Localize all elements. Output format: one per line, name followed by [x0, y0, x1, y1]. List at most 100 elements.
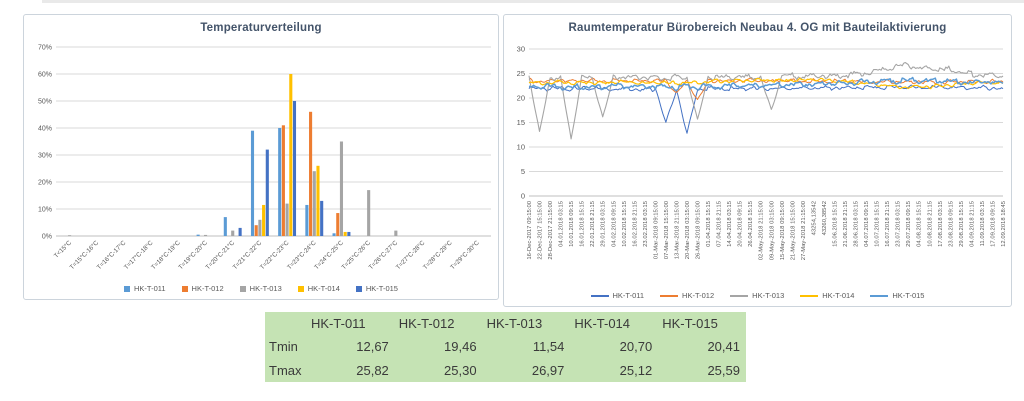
- square-swatch-hk-t-012: [181, 285, 188, 292]
- bar-hk-t-015: [347, 231, 351, 236]
- legend-label: HK-T-015: [892, 291, 925, 300]
- x-tick-label: 16.02.2018 21:15: [632, 200, 638, 247]
- x-tick-label: 15-May-2018 09:15:00: [780, 200, 786, 260]
- bar-hk-t-013: [203, 234, 208, 236]
- table-cell[interactable]: 25,12: [619, 362, 653, 378]
- x-tick-label: 09-May-2018 03:15:00: [769, 200, 775, 260]
- bar-hk-t-013: [285, 203, 289, 236]
- table-cell[interactable]: 11,54: [532, 339, 565, 355]
- line-series-hk-t-013: [528, 61, 1004, 140]
- legend-label: HK-T-012: [191, 284, 224, 293]
- bar-hk-t-011: [278, 128, 282, 236]
- line-swatch-hk-t-012: [660, 294, 679, 297]
- y-tick-label: 30%: [38, 153, 52, 160]
- y-tick-label: 50%: [38, 99, 52, 106]
- legend-item-hk-t-011: HK-T-011: [124, 284, 166, 293]
- bar-hk-t-013: [258, 219, 262, 236]
- x-tick-label: 14.04.2018 03:15: [727, 200, 733, 247]
- x-tick-label: 04.08.2018 15:15: [917, 200, 923, 247]
- table-cell[interactable]: 20,41: [707, 339, 740, 355]
- x-tick-label: 17.09.2018 09:15: [990, 200, 996, 247]
- bar-chart-legend: HK-T-011 HK-T-012 HK-T-013 HK-T-014 HK-T-015: [24, 284, 498, 293]
- row-label-tmax[interactable]: Tmax: [269, 362, 302, 378]
- y-tick-label: 60%: [38, 72, 52, 79]
- x-tick-label: 13-Mar-2018 21:15:00: [674, 200, 680, 259]
- line-chart-panel[interactable]: 0 5 10 15 20 25 30 16-Dec-2017 09:15:00 22-Dec-2…: [503, 14, 1012, 307]
- table-header[interactable]: HK-T-013: [486, 316, 543, 332]
- x-tick-label: 28.06.2018 03:15: [854, 200, 860, 247]
- y-tick-label: 30: [517, 45, 525, 54]
- table-header[interactable]: HK-T-011: [311, 316, 366, 332]
- bar-hk-t-013: [312, 171, 316, 236]
- table-cell[interactable]: 19,46: [444, 339, 477, 355]
- y-tick-label: 10%: [38, 207, 52, 214]
- bar-hk-t-011: [305, 204, 309, 236]
- bar-hk-t-015: [238, 227, 242, 236]
- window-edge-strip: [42, 0, 1024, 3]
- y-tick-label: 15: [517, 118, 525, 127]
- bar-chart-canvas: 0%10%20%30%40%50%60%70%T<15°CT=15°C-16°C…: [38, 45, 491, 271]
- line-chart-title: Raumtemperatur Bürobereich Neubau 4. OG …: [568, 22, 947, 34]
- y-tick-label: 0%: [42, 234, 52, 241]
- table-header[interactable]: HK-T-015: [662, 316, 718, 332]
- x-tick-label: 07-Mar-2018 15:15:00: [664, 200, 670, 259]
- x-tick-label: 16.01.2018 15:15: [580, 200, 586, 247]
- bar-chart-panel[interactable]: 0% 10% 20% 30% 40% 50% 60% 70% T<15°C T=15°C-16°C…: [23, 14, 499, 300]
- bar-hk-t-012: [336, 213, 340, 236]
- x-tick-label: 04.07.2018 09:15: [864, 200, 870, 247]
- y-tick-label: 20: [517, 94, 525, 103]
- table-cell[interactable]: 26,97: [531, 362, 565, 378]
- x-tick-label: 29.07.2018 09:15: [906, 200, 912, 247]
- x-tick-label: 15.06.2018 15:15: [832, 200, 838, 247]
- x-tick-label: 29.01.2018 03:15: [601, 200, 607, 247]
- bar-hk-t-013: [339, 141, 344, 236]
- bar-hk-t-012: [254, 225, 258, 236]
- bar-hk-t-013: [231, 230, 235, 236]
- x-tick-label: T<15°C: [52, 238, 73, 259]
- y-tick-label: 40%: [38, 126, 52, 133]
- table-cell[interactable]: 12,67: [356, 339, 389, 355]
- bar-hk-t-011: [250, 130, 255, 236]
- square-swatch-hk-t-013: [239, 285, 246, 292]
- legend-item-hk-t-012: HK-T-012: [181, 284, 224, 293]
- row-label-tmin[interactable]: Tmin: [269, 339, 298, 355]
- x-tick-label: 04.01.2018 03:15: [559, 200, 565, 247]
- x-tick-label: 10.07.2018 15:15: [875, 200, 881, 247]
- table-cell[interactable]: 25,59: [707, 362, 740, 378]
- bar-hk-t-014: [343, 231, 347, 236]
- line-chart-legend: HK-T-011 HK-T-012 HK-T-013 HK-T-014 HK-T-015: [504, 291, 1011, 300]
- table-header[interactable]: HK-T-012: [398, 316, 455, 332]
- line-swatch-hk-t-015: [870, 294, 889, 297]
- table-cell[interactable]: 20,70: [619, 339, 653, 355]
- line-swatch-hk-t-013: [730, 294, 749, 297]
- x-tick-label: 04.02.2018 09:15: [611, 200, 617, 247]
- x-tick-label: T=29°C-30°C: [448, 238, 481, 271]
- legend-label: HK-T-012: [682, 291, 715, 300]
- legend-item-hk-t-012: HK-T-012: [660, 291, 714, 300]
- legend-item-hk-t-015: HK-T-015: [355, 284, 398, 293]
- summary-table: HK-T-011 HK-T-012 HK-T-013 HK-T-014 HK-T…: [265, 312, 746, 382]
- y-tick-label: 0: [521, 192, 525, 201]
- table-cell[interactable]: 25,30: [444, 362, 477, 378]
- bar-hk-t-013: [367, 190, 371, 236]
- legend-item-hk-t-015: HK-T-015: [870, 291, 924, 300]
- bar-hk-t-015: [292, 101, 297, 236]
- y-tick-label: 20%: [38, 180, 52, 187]
- legend-label: HK-T-014: [822, 291, 855, 300]
- bar-hk-t-015: [265, 149, 269, 236]
- y-tick-label: 5: [521, 167, 525, 176]
- bar-hk-t-015: [320, 200, 324, 236]
- square-swatch-hk-t-014: [297, 285, 304, 292]
- bar-hk-t-014: [262, 204, 266, 236]
- x-tick-label: 27-May-2018 21:15:00: [801, 200, 807, 260]
- x-tick-label: 26.04.2018 15:15: [748, 200, 754, 247]
- table-cell[interactable]: 25,82: [356, 362, 389, 378]
- x-tick-label: 29.08.2018 15:15: [959, 200, 965, 247]
- bar-hk-t-014: [316, 165, 320, 236]
- table-header[interactable]: HK-T-014: [574, 316, 631, 332]
- y-tick-label: 25: [517, 69, 525, 78]
- x-tick-label: 23.07.2018 03:15: [896, 200, 902, 247]
- x-tick-label: 43260,38542: [822, 201, 828, 235]
- table-corner-cell[interactable]: [265, 312, 307, 335]
